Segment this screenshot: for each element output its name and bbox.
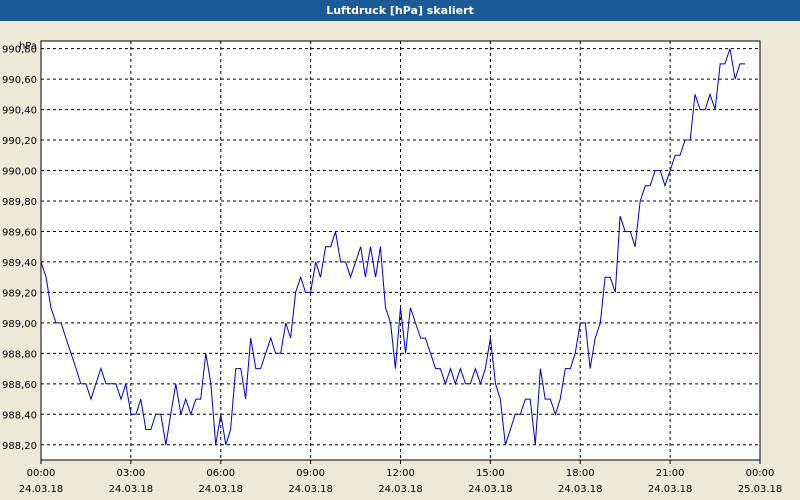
x-tick-date: 24.03.18 <box>378 484 423 495</box>
x-tick-time: 00:00 <box>27 468 56 479</box>
x-tick-date: 24.03.18 <box>648 484 693 495</box>
x-tick-time: 03:00 <box>116 468 145 479</box>
x-tick-time: 21:00 <box>656 468 685 479</box>
y-tick-label: 988,40 <box>2 410 37 421</box>
y-axis-ticks: 988,20 988,40 988,60 988,80 989,00 989,20 989,… <box>2 45 37 452</box>
y-tick-label: 988,80 <box>2 349 37 360</box>
y-tick-label: 989,60 <box>2 227 37 238</box>
x-tick-date: 24.03.18 <box>288 484 333 495</box>
x-tick-time: 00:00 <box>746 468 775 479</box>
x-tick-date: 24.03.18 <box>19 484 64 495</box>
x-tick-time: 12:00 <box>386 468 415 479</box>
y-tick-label: 989,40 <box>2 258 37 269</box>
grid-lines <box>41 41 760 460</box>
x-tick-time: 18:00 <box>566 468 595 479</box>
y-tick-label: 988,20 <box>2 441 37 452</box>
y-tick-label: 990,40 <box>2 106 37 117</box>
y-tick-label: 990,80 <box>2 45 37 56</box>
x-tick-time: 09:00 <box>296 468 325 479</box>
x-tick-date: 24.03.18 <box>468 484 513 495</box>
series-line <box>40 48 745 445</box>
y-tick-label: 990,00 <box>2 167 37 178</box>
y-tick-label: 988,60 <box>2 380 37 391</box>
y-tick-label: 989,00 <box>2 319 37 330</box>
x-axis-ticks: 00:00 24.03.18 03:00 24.03.18 06:00 24.03.18 0… <box>19 460 783 495</box>
x-tick-date: 25.03.18 <box>738 484 783 495</box>
x-tick-date: 24.03.18 <box>109 484 154 495</box>
x-tick-date: 24.03.18 <box>558 484 603 495</box>
y-tick-label: 989,20 <box>2 288 37 299</box>
x-tick-time: 15:00 <box>476 468 505 479</box>
y-tick-label: 990,60 <box>2 75 37 86</box>
x-tick-date: 24.03.18 <box>198 484 243 495</box>
x-tick-time: 06:00 <box>206 468 235 479</box>
chart-title: Luftdruck [hPa] skaliert <box>0 0 800 21</box>
pressure-chart: 988,20 988,40 988,60 988,80 989,00 989,20 989,… <box>2 40 783 495</box>
y-tick-label: 989,80 <box>2 197 37 208</box>
y-tick-label: 990,20 <box>2 136 37 147</box>
y-axis-label: hPa <box>19 41 37 52</box>
